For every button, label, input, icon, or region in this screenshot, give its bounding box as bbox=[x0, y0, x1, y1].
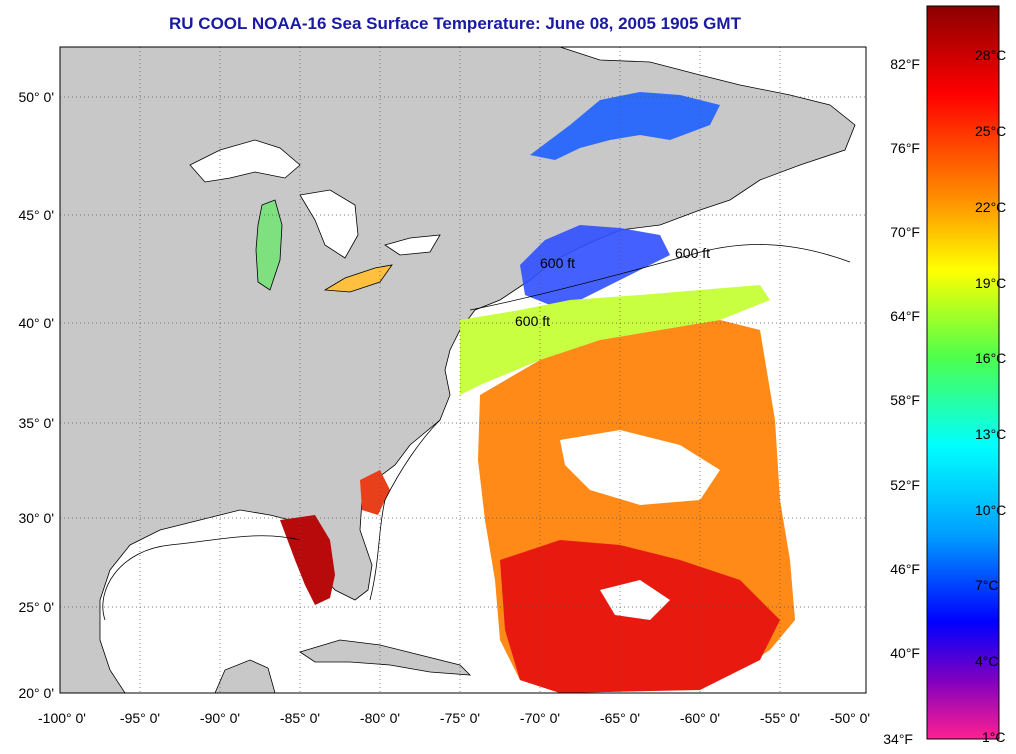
celsius-label: 28°C bbox=[975, 47, 1006, 63]
shelf-cool-sst bbox=[460, 285, 770, 395]
lake-ontario bbox=[384, 234, 441, 256]
lat-tick-label: 35° 0' bbox=[18, 415, 54, 431]
lon-tick-label: -65° 0' bbox=[600, 710, 640, 726]
celsius-label: 10°C bbox=[975, 502, 1006, 518]
lat-tick-label: 30° 0' bbox=[18, 510, 54, 526]
celsius-label: 16°C bbox=[975, 350, 1006, 366]
lat-tick-label: 50° 0' bbox=[18, 89, 54, 105]
colorbar: 82°F 76°F 70°F 64°F 58°F 52°F 46°F 40°F … bbox=[883, 5, 1006, 747]
lon-tick-label: -85° 0' bbox=[280, 710, 320, 726]
lake-erie bbox=[323, 264, 393, 293]
lat-tick-label: 45° 0' bbox=[18, 207, 54, 223]
longitude-axis: -100° 0' -95° 0' -90° 0' -85° 0' -80° 0'… bbox=[38, 710, 870, 726]
lon-tick-label: -70° 0' bbox=[520, 710, 560, 726]
lon-tick-label: -55° 0' bbox=[760, 710, 800, 726]
cuba-land bbox=[299, 639, 472, 676]
fahrenheit-label: 40°F bbox=[890, 645, 920, 661]
fahrenheit-label: 64°F bbox=[890, 308, 920, 324]
celsius-label: 7°C bbox=[975, 577, 999, 593]
isobath-label: 600 ft bbox=[540, 255, 575, 271]
lake-huron bbox=[299, 189, 359, 259]
map-title: RU COOL NOAA-16 Sea Surface Temperature:… bbox=[169, 14, 741, 33]
cloud-gap-1 bbox=[560, 430, 720, 505]
celsius-label: 19°C bbox=[975, 275, 1006, 291]
fahrenheit-label: 52°F bbox=[890, 477, 920, 493]
celsius-label: 1°C bbox=[982, 729, 1006, 745]
celsius-label: 13°C bbox=[975, 426, 1006, 442]
fahrenheit-label: 82°F bbox=[890, 56, 920, 72]
lon-tick-label: -95° 0' bbox=[120, 710, 160, 726]
lake-michigan bbox=[255, 199, 283, 291]
colorbar-gradient bbox=[926, 5, 1000, 740]
lon-tick-label: -75° 0' bbox=[440, 710, 480, 726]
gulf-coast-florida-sst bbox=[280, 515, 335, 605]
carolina-coast-sst bbox=[360, 470, 390, 515]
map-frame bbox=[59, 46, 867, 694]
lat-tick-label: 25° 0' bbox=[18, 599, 54, 615]
yucatan-land bbox=[214, 659, 276, 693]
fahrenheit-label: 70°F bbox=[890, 224, 920, 240]
lon-tick-label: -90° 0' bbox=[200, 710, 240, 726]
celsius-label: 25°C bbox=[975, 123, 1006, 139]
lon-tick-label: -80° 0' bbox=[360, 710, 400, 726]
fahrenheit-label: 34°F bbox=[883, 731, 913, 747]
celsius-label: 4°C bbox=[975, 653, 999, 669]
fahrenheit-label: 76°F bbox=[890, 140, 920, 156]
lat-tick-label: 20° 0' bbox=[18, 685, 54, 701]
lon-tick-label: -60° 0' bbox=[680, 710, 720, 726]
cloud-gap-2 bbox=[600, 580, 670, 620]
lon-tick-label: -100° 0' bbox=[38, 710, 86, 726]
latitude-axis: 50° 0' 45° 0' 40° 0' 35° 0' 30° 0' 25° 0… bbox=[18, 89, 54, 701]
north-america-land bbox=[60, 47, 856, 693]
lat-tick-label: 40° 0' bbox=[18, 315, 54, 331]
gulf-st-lawrence-sst bbox=[530, 92, 720, 160]
gulf-of-maine-sst bbox=[520, 225, 670, 305]
isobath-label: 600 ft bbox=[675, 245, 710, 261]
celsius-label: 22°C bbox=[975, 199, 1006, 215]
lake-superior bbox=[189, 139, 301, 183]
isobath-contour bbox=[102, 244, 851, 621]
isobath-label: 600 ft bbox=[515, 313, 550, 329]
fahrenheit-label: 46°F bbox=[890, 561, 920, 577]
fahrenheit-label: 58°F bbox=[890, 392, 920, 408]
lon-tick-label: -50° 0' bbox=[830, 710, 870, 726]
